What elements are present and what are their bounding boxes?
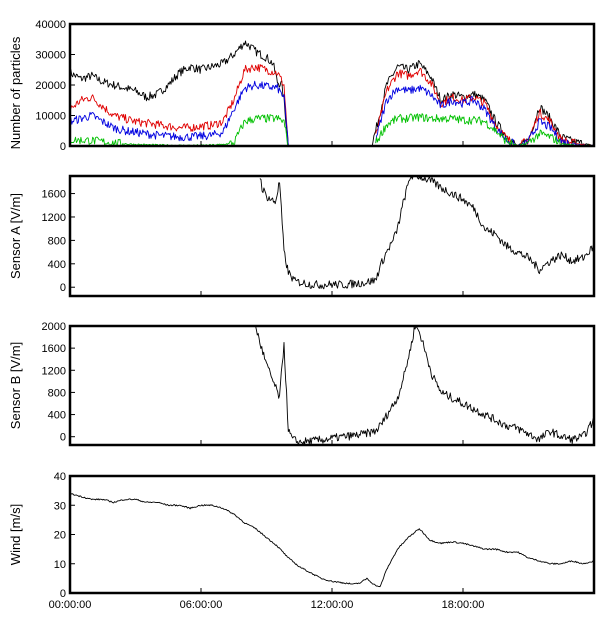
y-tick-label-panel4-3: 30 (54, 500, 66, 512)
y-tick-label-panel2-3: 1200 (42, 212, 66, 224)
y-axis-label-panel1: Number of particles (8, 36, 23, 149)
y-tick-label-panel2-4: 1600 (42, 189, 66, 201)
x-tick-label-0: 00:00:00 (49, 599, 92, 611)
y-tick-label-panel1-1: 10000 (35, 111, 66, 123)
y-tick-label-panel3-1: 400 (48, 410, 66, 422)
series-line-panel3-s1-seg1 (255, 325, 595, 446)
series-line-panel1-s2-seg1 (69, 63, 289, 147)
y-tick-label-panel4-0: 0 (60, 588, 66, 600)
series-line-panel1-s3-seg1 (69, 80, 289, 147)
y-tick-label-panel4-4: 40 (54, 471, 66, 483)
y-tick-label-panel2-0: 0 (60, 282, 66, 294)
y-tick-label-panel4-1: 10 (54, 559, 66, 571)
series-line-panel1-s3-seg2 (375, 84, 595, 147)
series-line-panel1-s1-seg1 (69, 40, 289, 147)
x-tick-label-3: 18:00:00 (442, 599, 485, 611)
y-axis-label-panel3: Sensor B [V/m] (8, 342, 23, 429)
y-tick-label-panel2-1: 400 (48, 259, 66, 271)
y-tick-label-panel1-4: 40000 (35, 19, 66, 31)
plot-frame-panel2 (68, 174, 596, 298)
y-tick-label-panel2-2: 800 (48, 235, 66, 247)
y-tick-label-panel4-2: 20 (54, 530, 66, 542)
series-line-panel1-s4-seg2 (375, 113, 594, 147)
y-tick-label-panel3-2: 800 (48, 387, 66, 399)
y-tick-label-panel1-2: 20000 (35, 80, 66, 92)
x-tick-label-2: 12:00:00 (311, 599, 354, 611)
x-tick-label-1: 06:00:00 (180, 599, 223, 611)
plot-frame-panel4 (68, 474, 596, 595)
y-tick-label-panel1-0: 0 (60, 141, 66, 153)
series-line-panel1-s1-seg2 (371, 60, 595, 147)
series-line-panel1-s4-seg1 (69, 114, 289, 147)
y-tick-label-panel3-5: 2000 (42, 321, 66, 333)
y-tick-label-panel3-0: 0 (60, 432, 66, 444)
series-line-panel4-s1-seg1 (69, 492, 595, 588)
y-tick-label-panel3-4: 1600 (42, 343, 66, 355)
y-axis-label-panel4: Wind [m/s] (8, 504, 23, 565)
y-tick-label-panel1-3: 30000 (35, 50, 66, 62)
y-axis-label-panel2: Sensor A [V/m] (8, 193, 23, 279)
y-tick-label-panel3-3: 1200 (42, 365, 66, 377)
series-line-panel1-s2-seg2 (375, 67, 594, 147)
series-line-panel2-s1-seg1 (259, 175, 595, 290)
plot-frame-panel1 (68, 22, 596, 148)
